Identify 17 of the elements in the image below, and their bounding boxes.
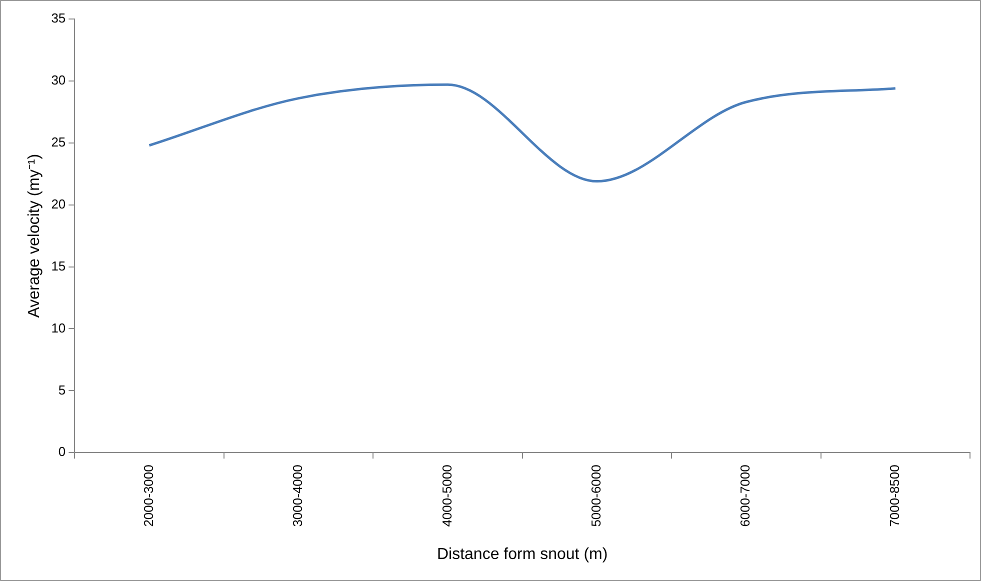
y-tick-label: 0	[58, 444, 66, 460]
x-tick-label: 2000-3000	[140, 464, 156, 527]
y-tick-label: 10	[51, 320, 66, 336]
x-tick-label: 3000-4000	[290, 464, 306, 527]
x-tick-label: 5000-6000	[588, 464, 604, 527]
line-series	[148, 83, 897, 183]
y-tick-label: 20	[51, 196, 66, 212]
y-tick-label: 25	[51, 134, 66, 150]
x-axis-title: Distance form snout (m)	[436, 546, 608, 563]
y-tick-label: 15	[51, 258, 66, 274]
y-tick-label: 5	[58, 382, 66, 398]
y-tick-label: 35	[51, 10, 66, 26]
x-tick-label: 4000-5000	[439, 464, 454, 527]
x-tick-label: 6000-7000	[738, 464, 753, 527]
y-tick-label: 30	[51, 72, 66, 88]
x-tick-label: 7000-8500	[886, 464, 902, 527]
y-axis-title: Average velocity (my⁻¹)	[26, 154, 44, 318]
